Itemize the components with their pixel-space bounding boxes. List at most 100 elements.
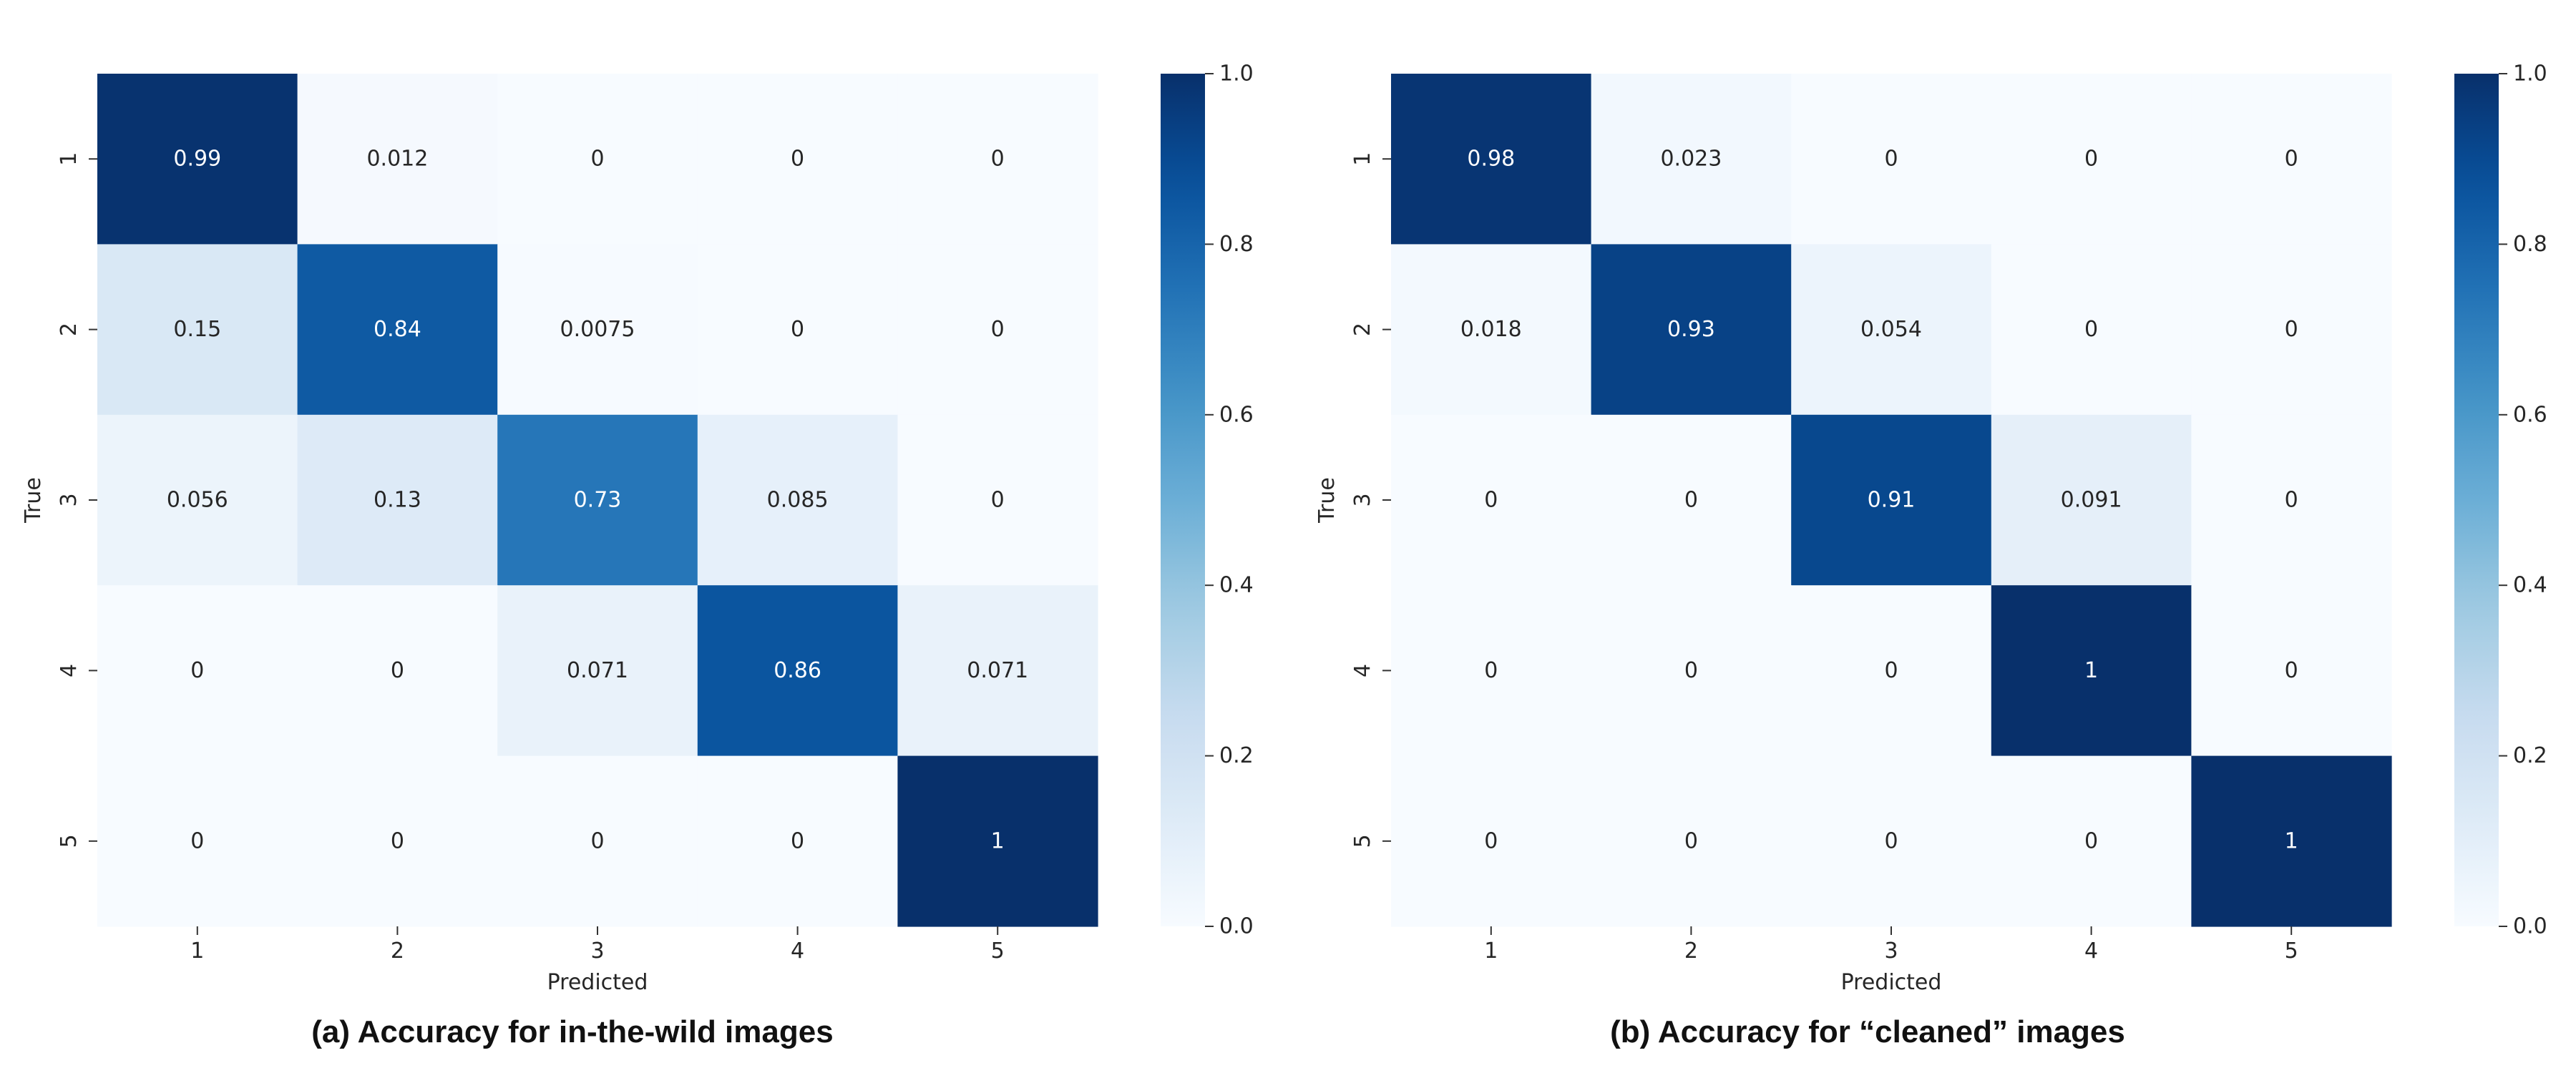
cell-5-1 [1391,755,1592,927]
x-tick-label-2: 2 [1684,939,1698,964]
cell-label-5-4: 0 [2084,828,2098,853]
cell-4-3 [497,585,698,757]
cell-label-4-2: 0 [1684,658,1698,683]
cell-3-1 [1391,414,1592,586]
cell-label-4-4: 1 [2084,658,2098,683]
colorbar-tick-label-4: 0.8 [1219,232,1254,257]
cell-label-1-3: 0 [590,147,604,172]
cell-label-5-3: 0 [590,828,604,853]
cell-label-2-3: 0.054 [1860,317,1922,342]
x-axis-label: Predicted [1841,970,1942,995]
cell-label-4-3: 0 [1884,658,1898,683]
heatmap-b: 0.98 0.023 0 0 0 0.018 0.93 0.054 0 0 0 0 0.91 0.091 0… [1314,74,2392,995]
cell-label-1-4: 0 [791,147,804,172]
x-tick-label-4: 4 [791,939,804,964]
cell-5-1 [97,755,298,927]
cell-2-3 [497,244,698,416]
cell-label-4-3: 0.071 [567,658,628,683]
cell-1-3 [1791,74,1992,245]
cell-4-1 [1391,585,1592,757]
cell-label-5-2: 0 [1684,828,1698,853]
cell-label-2-1: 0.018 [1460,317,1522,342]
cell-label-2-5: 0 [991,317,1005,342]
cell-label-4-4: 0.86 [774,658,821,683]
cell-label-3-1: 0 [1484,488,1498,513]
cell-label-2-2: 0.93 [1667,317,1715,342]
cell-label-5-3: 0 [1884,828,1898,853]
colorbar-tick-label-2: 0.4 [1219,573,1254,598]
colorbar-tick-label-0: 0.0 [2513,914,2547,939]
cell-4-1 [97,585,298,757]
cell-2-2 [1591,244,1792,416]
cell-3-1 [97,414,298,586]
x-tick-label-4: 4 [2084,939,2098,964]
heatmap-a: 0.99 0.012 0 0 0 0.15 0.84 0.0075 0 0 0.056 0.13 0.7… [21,74,1098,995]
colorbar-tick-label-5: 1.0 [1219,62,1254,87]
y-tick-label-2: 2 [1350,323,1375,336]
cell-label-4-5: 0 [2285,658,2298,683]
cell-label-1-4: 0 [2084,147,2098,172]
caption-b: (b) Accuracy for “cleaned” images [1610,1014,2125,1049]
cell-1-5 [2191,74,2392,245]
colorbar-tick-label-1: 0.2 [1219,743,1254,768]
cell-label-3-4: 0.085 [767,488,829,513]
colorbar-gradient [2454,74,2499,926]
y-tick-label-5: 5 [57,834,82,848]
y-tick-label-2: 2 [57,323,82,336]
cell-label-3-2: 0.13 [374,488,421,513]
cell-4-5 [897,585,1098,757]
colorbar-tick-label-3: 0.6 [2513,402,2547,427]
x-tick-label-1: 1 [1484,939,1498,964]
cell-label-2-1: 0.15 [173,317,221,342]
cell-5-2 [1591,755,1792,927]
x-axis-label: Predicted [547,970,648,995]
cell-label-5-5: 1 [991,828,1005,853]
cell-label-3-4: 0.091 [2061,488,2122,513]
cell-label-3-3: 0.73 [574,488,622,513]
colorbar-tick-label-2: 0.4 [2513,573,2547,598]
cell-label-5-2: 0 [391,828,404,853]
cell-5-3 [1791,755,1992,927]
cell-label-1-2: 0.012 [366,147,428,172]
cell-label-4-5: 0.071 [967,658,1028,683]
y-axis-label: True [21,477,46,524]
cell-3-2 [1591,414,1792,586]
cell-3-2 [297,414,498,586]
y-axis-label: True [1314,477,1340,524]
cell-2-4 [697,244,898,416]
cell-2-4 [1991,244,2192,416]
cell-label-3-1: 0.056 [167,488,228,513]
cell-5-5 [2191,755,2392,927]
cell-5-2 [297,755,498,927]
cell-label-1-1: 0.99 [173,147,221,172]
colorbar-tick-label-4: 0.8 [2513,232,2547,257]
cell-label-3-5: 0 [991,488,1005,513]
cell-label-2-4: 0 [2084,317,2098,342]
cell-3-5 [897,414,1098,586]
x-tick-label-5: 5 [991,939,1005,964]
cell-4-3 [1791,585,1992,757]
cell-2-1 [97,244,298,416]
y-tick-label-4: 4 [1350,664,1375,677]
cell-1-2 [1591,74,1792,245]
cell-3-4 [697,414,898,586]
cell-1-1 [1391,74,1592,245]
cell-label-5-4: 0 [791,828,804,853]
cell-label-1-5: 0 [2285,147,2298,172]
y-tick-label-1: 1 [57,152,82,166]
cell-label-4-1: 0 [1484,658,1498,683]
cell-1-4 [1991,74,2192,245]
cell-3-3 [1791,414,1992,586]
cell-1-1 [97,74,298,245]
cell-3-4 [1991,414,2192,586]
y-tick-label-3: 3 [57,493,82,506]
cell-1-2 [297,74,498,245]
cell-2-2 [297,244,498,416]
cell-label-1-3: 0 [1884,147,1898,172]
x-tick-label-2: 2 [391,939,404,964]
cell-label-5-1: 0 [1484,828,1498,853]
cell-3-5 [2191,414,2392,586]
cell-4-4 [697,585,898,757]
y-tick-label-1: 1 [1350,152,1375,166]
